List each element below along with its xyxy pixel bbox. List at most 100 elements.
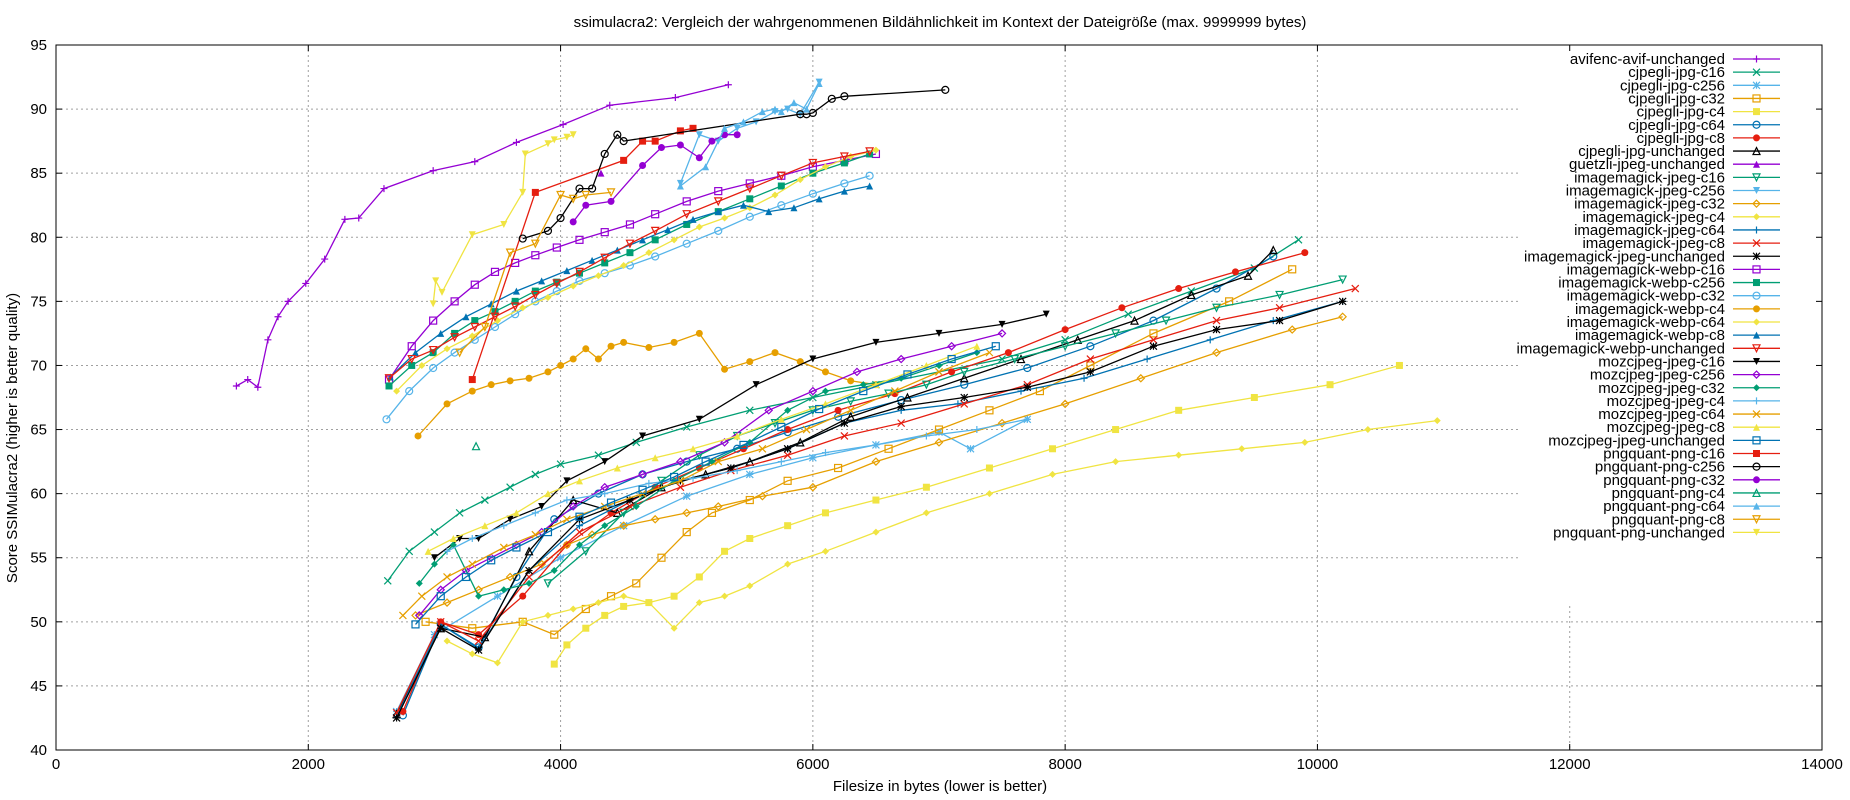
series-pngquant-png-c64 [676,79,823,190]
data-point [1753,384,1760,392]
data-point [651,137,659,145]
data-point [437,329,445,337]
data-point [815,79,823,87]
legend-entry: pngquant-png-c16 [1603,446,1780,463]
data-point [1243,270,1253,280]
data-point [530,239,540,249]
data-point [550,630,559,639]
data-point [544,611,552,619]
legend-entry: imagemagick-jpeg-c256 [1566,183,1780,200]
data-point [695,223,703,231]
data-point [449,535,457,542]
series-line [396,249,1274,715]
legend-entry: cjpegli-jpg-unchanged [1578,143,1780,160]
data-point [505,572,515,582]
data-point [1752,252,1761,261]
data-point [821,547,829,555]
data-point [1752,488,1761,498]
data-point [1753,213,1760,221]
data-point [650,226,660,236]
series-line [236,84,729,389]
data-point [651,236,659,244]
data-point [563,496,571,504]
data-point [745,184,755,194]
data-point [745,212,754,221]
data-point [601,522,609,530]
legend-label: imagemagick-webp-c8 [1575,327,1725,344]
data-point [481,522,489,530]
data-point [960,399,969,408]
data-point [713,197,723,207]
data-point [1752,68,1761,77]
data-point [543,226,553,235]
legend-entry: imagemagick-webp-unchanged [1517,340,1780,357]
series-cjpegli-jpg-unchanged [392,245,1278,719]
data-point [998,320,1006,328]
data-point [1338,275,1348,285]
data-point [1206,336,1214,344]
series-pngquant-png-unchanged [429,131,577,308]
data-point [601,458,609,466]
data-point [450,297,459,306]
data-point [414,611,424,620]
legend-label: mozcjpeg-jpeg-c8 [1607,419,1725,436]
data-point [657,553,666,562]
data-point [632,502,640,510]
legend-label: pngquant-png-c8 [1612,511,1725,528]
data-point [421,617,430,626]
data-point [682,239,691,248]
data-point [500,522,508,530]
data-point [777,182,785,190]
data-point [771,191,779,199]
data-point [575,276,584,285]
x-tick-label: 6000 [796,756,829,773]
data-point [1753,134,1760,142]
data-point [568,194,578,204]
data-point [581,547,591,557]
data-point [1753,55,1760,63]
legend-entry: cjpegli-jpg-c32 [1628,90,1780,107]
series-line [396,300,1343,719]
data-point [418,361,426,369]
data-point [1753,279,1760,287]
data-point [1752,173,1761,183]
data-point [840,419,849,428]
series-cjpegli-jpg-c4 [550,361,1403,668]
data-point [809,355,817,363]
data-point [490,322,500,332]
data-point [852,367,862,377]
data-point [531,188,539,196]
legend-label: mozcjpeg-jpeg-c16 [1598,353,1725,370]
data-point [960,393,969,402]
data-point [468,332,476,340]
data-point [821,509,829,517]
data-point [468,624,477,633]
data-point [1753,108,1760,116]
data-point [758,108,766,116]
data-point [1049,470,1057,478]
data-point [985,464,993,472]
data-point [553,278,561,286]
data-point [254,383,262,391]
legend-label: imagemagick-webp-unchanged [1517,340,1725,357]
data-point [601,611,609,619]
data-point [765,208,773,216]
data-point [443,637,451,645]
legend-entry: imagemagick-jpeg-c32 [1574,196,1780,213]
data-point [689,215,697,223]
data-point [405,547,414,556]
y-axis-title: Score SSIMulacra2 (higher is better qual… [4,293,21,583]
data-point [468,650,476,658]
y-tick-label: 60 [30,486,47,503]
data-point [941,85,950,94]
data-point [1175,406,1183,414]
y-tick-label: 55 [30,550,47,567]
data-point [840,159,848,167]
data-point [512,509,520,517]
legend-label: mozcjpeg-jpeg-c64 [1598,406,1725,423]
data-point [746,582,754,590]
data-point [1753,160,1760,168]
data-point [947,341,956,351]
data-point [455,348,465,358]
